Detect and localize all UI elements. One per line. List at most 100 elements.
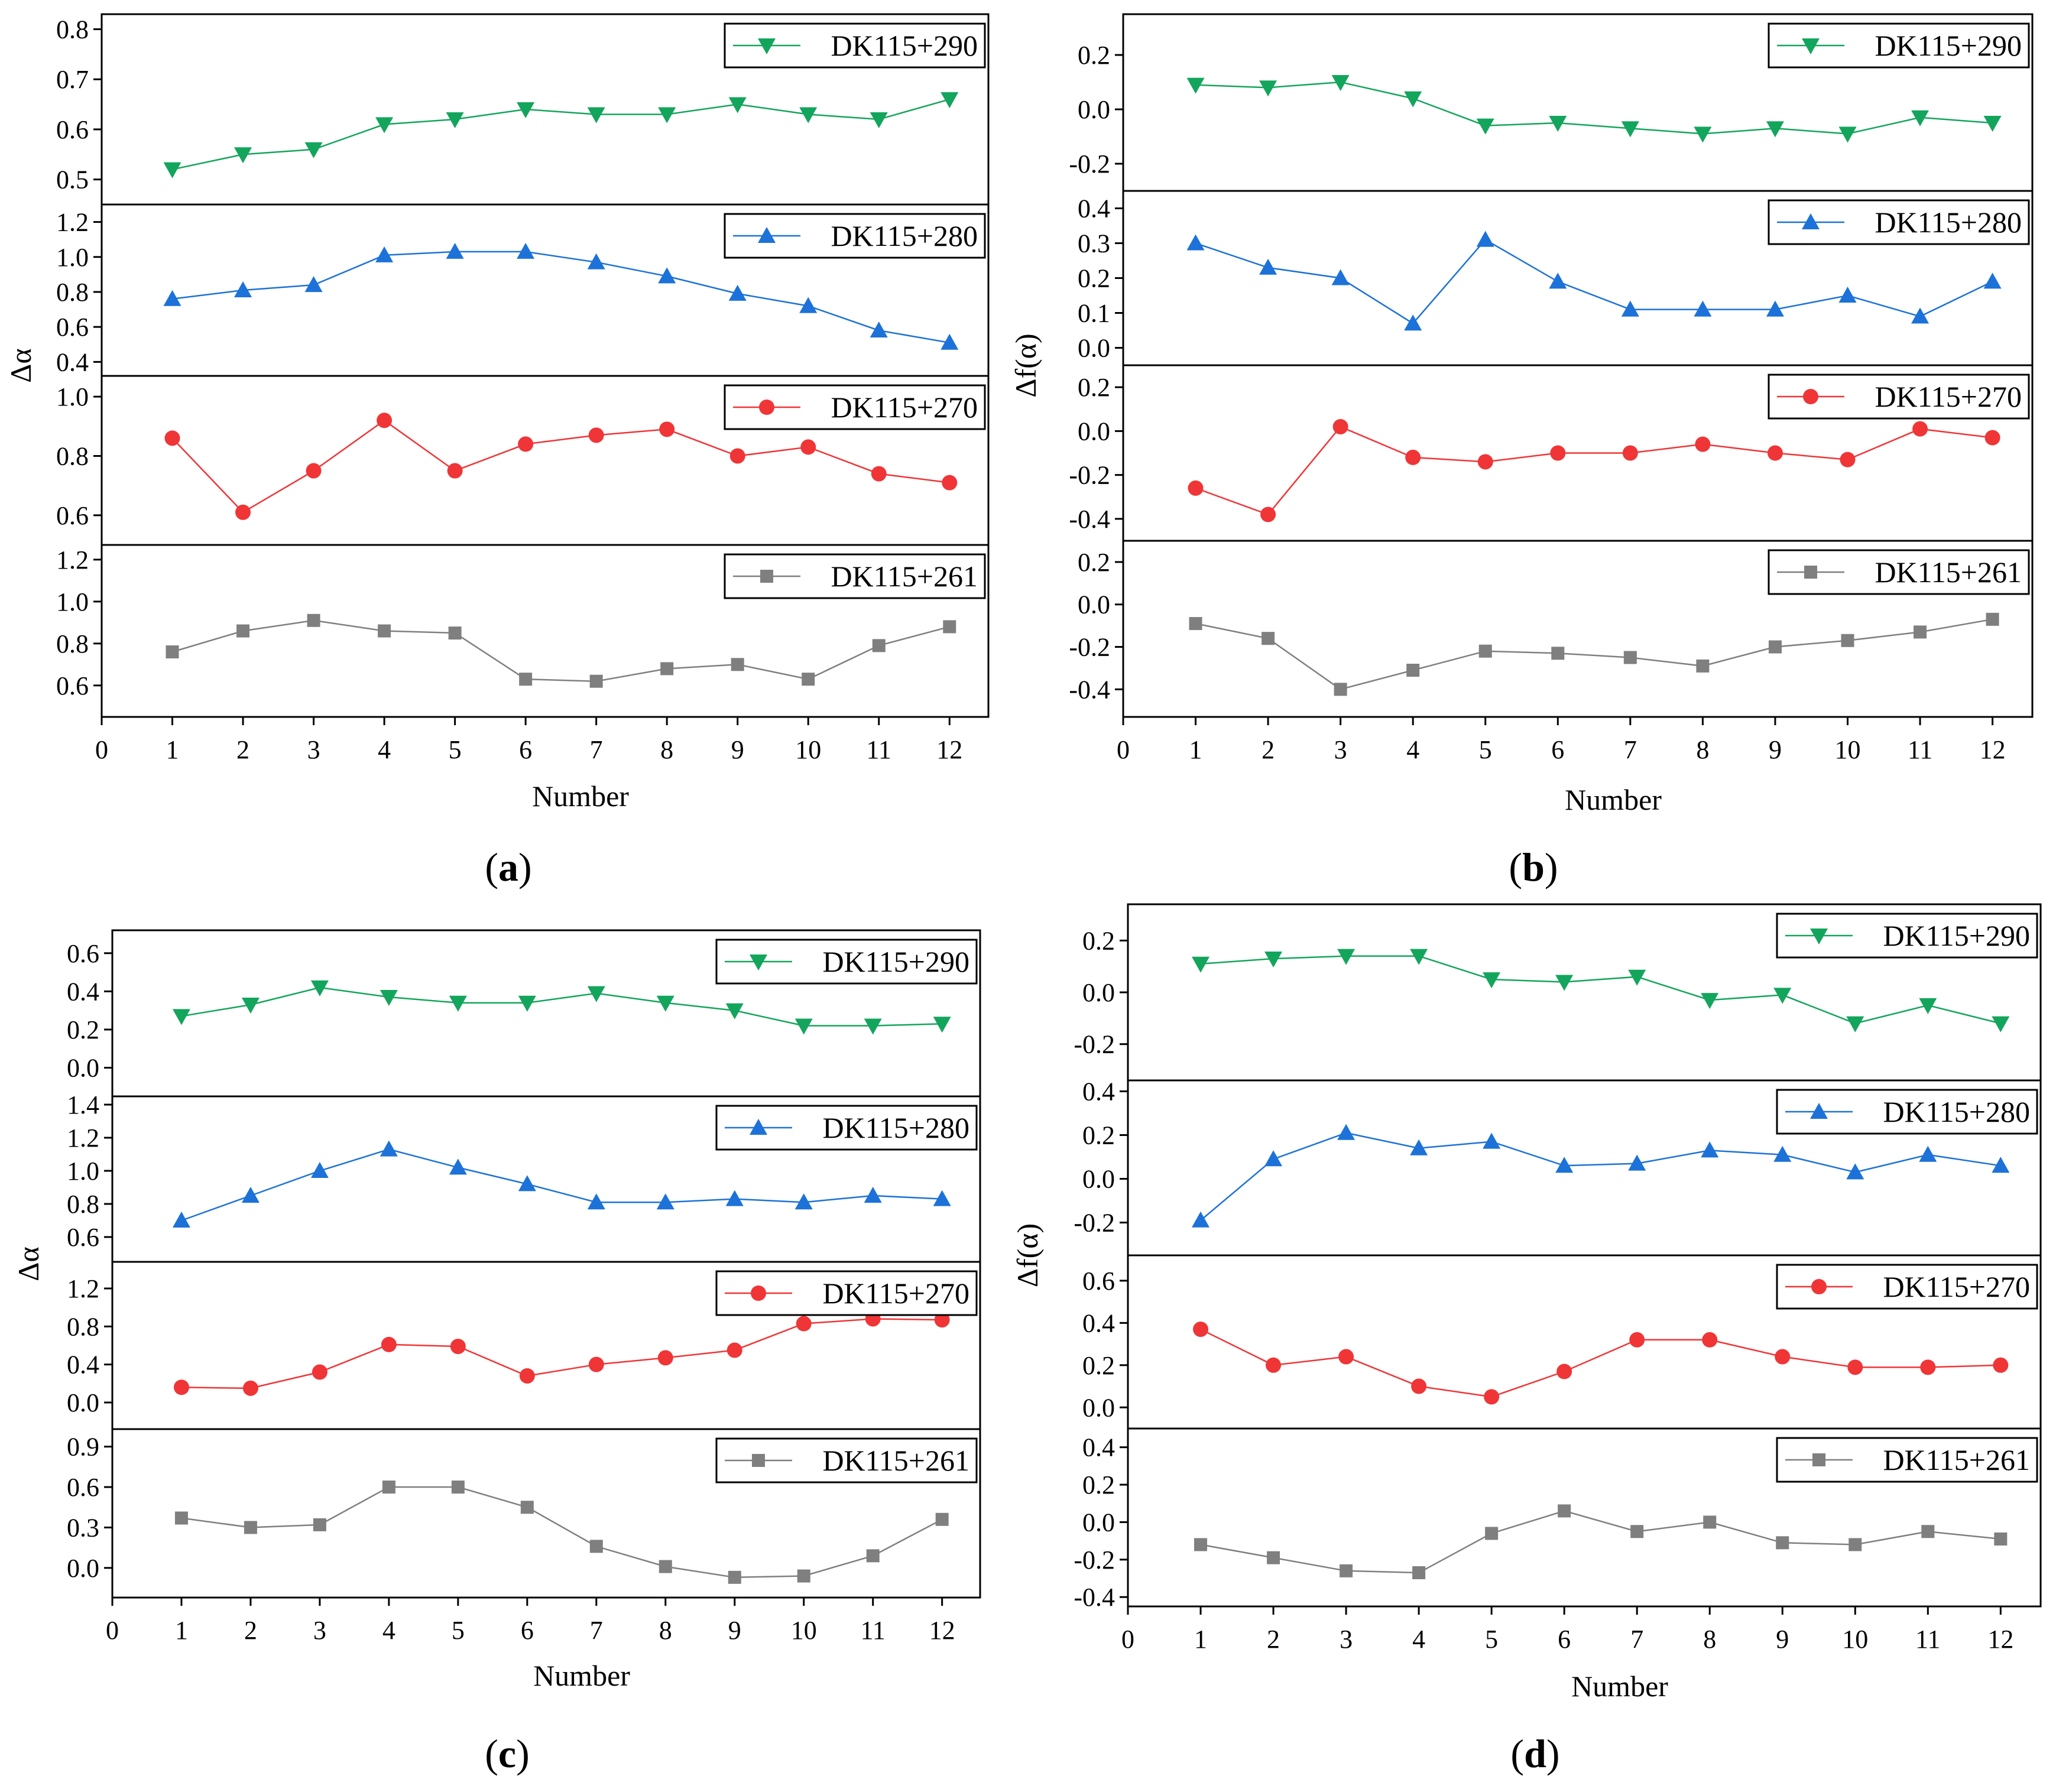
data-point — [725, 1003, 744, 1020]
y-tick-label: 0.2 — [1078, 373, 1110, 402]
panel-DK115-270: 0.0 0.2 0.4 0.6 DK115+270 — [1082, 1254, 2042, 1430]
data-point — [304, 276, 323, 293]
data-point — [728, 1570, 741, 1584]
legend-label: DK115+280 — [831, 219, 978, 252]
data-point — [587, 253, 605, 270]
series-line — [172, 98, 950, 170]
data-point — [242, 1380, 258, 1396]
data-point — [164, 430, 180, 446]
x-axis-label: Number — [1565, 783, 1662, 816]
x-tick-label: 5 — [449, 735, 462, 764]
data-point — [933, 1017, 951, 1033]
y-tick-label: 0.2 — [67, 1015, 99, 1044]
data-point — [1332, 418, 1348, 434]
series-line — [181, 1148, 942, 1222]
data-point — [1476, 118, 1494, 135]
y-tick-label: 1.0 — [56, 382, 89, 411]
data-point — [943, 620, 956, 634]
y-tick-label: 0.6 — [56, 115, 89, 144]
x-tick-label: 1 — [175, 1616, 188, 1645]
caption-paren-open: ( — [485, 845, 498, 889]
panel-DK115-261: -0.4 -0.2 0.0 0.2 0.4 DK115+261 — [1074, 1427, 2042, 1612]
data-point — [235, 504, 251, 520]
x-tick-label: 0 — [95, 735, 108, 764]
x-tick-label: 7 — [1630, 1625, 1643, 1654]
x-tick-label: 4 — [1412, 1625, 1425, 1654]
data-point — [1703, 1515, 1717, 1529]
x-tick-label: 1 — [1189, 735, 1202, 764]
data-point — [451, 1481, 465, 1494]
panel-DK115-290: -0.2 0.0 0.2 DK115+290 — [1069, 13, 2034, 192]
x-tick-label: 6 — [1558, 1625, 1571, 1654]
data-point — [1404, 314, 1422, 331]
x-tick-label: 3 — [1340, 1625, 1353, 1654]
y-tick-label: 0.0 — [1082, 978, 1115, 1007]
x-tick-label: 11 — [1908, 735, 1932, 764]
caption-letter: b — [1522, 845, 1545, 889]
data-point — [1775, 1349, 1791, 1365]
x-tick-label: 1 — [166, 735, 179, 764]
x-tick-label: 7 — [1624, 735, 1637, 764]
data-point — [1259, 258, 1277, 275]
x-tick-label: 0 — [106, 1616, 119, 1645]
legend-marker — [1804, 566, 1817, 579]
data-point — [377, 413, 393, 428]
y-axis-label: Δα — [4, 348, 37, 382]
legend-label: DK115+280 — [1883, 1095, 2030, 1128]
y-tick-label: 0.0 — [1078, 590, 1110, 619]
x-tick-label: 7 — [590, 1616, 603, 1645]
data-point — [518, 436, 534, 452]
data-point — [728, 97, 747, 113]
data-point — [518, 1175, 536, 1192]
data-point — [520, 1501, 534, 1514]
data-point — [725, 1190, 744, 1206]
data-point — [1621, 121, 1639, 138]
x-tick-label: 4 — [378, 735, 391, 764]
legend-label: DK115+270 — [831, 391, 978, 424]
x-tick-label: 11 — [867, 735, 891, 764]
legend-label: DK115+261 — [1883, 1443, 2030, 1476]
data-point — [1404, 91, 1422, 108]
data-point — [864, 1018, 882, 1035]
data-point — [656, 1193, 674, 1210]
data-point — [1695, 436, 1711, 452]
data-point — [1337, 949, 1355, 965]
y-tick-label: 0.2 — [1078, 548, 1110, 577]
y-tick-label: 1.4 — [67, 1090, 99, 1119]
data-point — [449, 1158, 467, 1175]
x-tick-label: 10 — [795, 735, 821, 764]
y-tick-label: 0.0 — [1082, 1165, 1115, 1194]
data-point — [1841, 634, 1854, 647]
series-line — [1195, 426, 1993, 515]
y-tick-label: 1.0 — [56, 587, 89, 616]
data-point — [1264, 952, 1283, 968]
data-point — [1550, 445, 1566, 461]
caption-paren-open: ( — [485, 1731, 498, 1776]
series-line — [1195, 618, 1993, 690]
data-point — [729, 448, 745, 464]
series-line — [1200, 955, 2001, 1024]
y-tick-label: 0.6 — [67, 939, 99, 968]
legend-label: DK115+261 — [822, 1444, 969, 1477]
series-line — [172, 619, 950, 682]
data-point — [1549, 272, 1567, 289]
data-point — [1264, 1150, 1283, 1167]
legend-marker — [1802, 213, 1820, 229]
x-tick-label: 3 — [313, 1616, 326, 1645]
y-tick-label: 0.6 — [67, 1223, 99, 1252]
x-tick-label: 6 — [521, 1616, 534, 1645]
y-tick-label: 1.2 — [56, 546, 89, 574]
y-tick-label: 1.2 — [56, 208, 89, 237]
y-tick-label: 0.6 — [56, 501, 89, 530]
y-axis-label: Δα — [12, 1246, 45, 1281]
legend-marker — [752, 1454, 765, 1467]
caption-letter: d — [1524, 1731, 1546, 1776]
y-tick-label: 0.4 — [67, 977, 99, 1006]
x-tick-label: 3 — [307, 735, 320, 764]
data-point — [864, 1187, 882, 1203]
chart-d: -0.2 0.0 0.2 DK115+290 -0.2 0.0 0.2 0.4 DK115+28… — [1011, 903, 2042, 1776]
data-point — [799, 297, 818, 313]
x-tick-label: 10 — [791, 1616, 817, 1645]
data-point — [166, 645, 179, 658]
x-tick-label: 0 — [1117, 735, 1130, 764]
